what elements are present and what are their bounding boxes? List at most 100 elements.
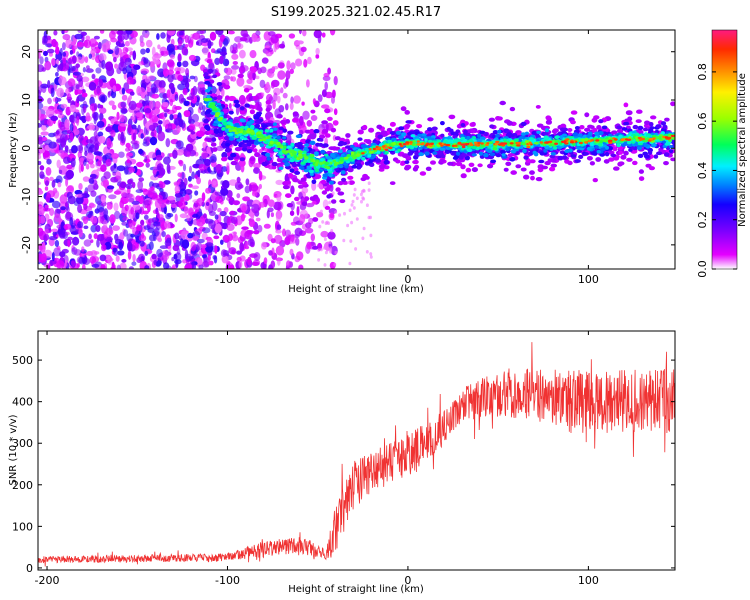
spectral-blob (75, 63, 80, 68)
ridge-cell (584, 112, 590, 118)
spectral-blob (38, 64, 45, 73)
ridge-cell (398, 126, 405, 131)
spectral-blob (250, 66, 257, 74)
spectral-blob (59, 62, 64, 71)
ridge-cell (520, 167, 527, 172)
spectral-blob (306, 79, 310, 88)
spectral-blob (174, 213, 178, 223)
ridge-cell (329, 180, 334, 185)
spectral-blob (99, 104, 104, 109)
ridge-cell (472, 136, 477, 140)
spectral-blob (100, 180, 109, 187)
spectral-blob (97, 159, 102, 167)
ridge-cell (292, 177, 299, 183)
spectral-blob (220, 166, 228, 172)
ridge-cell (439, 147, 446, 151)
spectral-blob (165, 200, 171, 205)
spectral-blob (315, 54, 320, 59)
spectral-blob (241, 226, 249, 230)
spectral-blob (293, 95, 301, 104)
spectral-blob (110, 30, 118, 35)
ridge-cell (617, 161, 623, 167)
ridge-cell (508, 133, 515, 138)
spectral-blob (205, 202, 210, 206)
spectral-blob (273, 201, 282, 211)
spectral-blob (149, 241, 154, 251)
ridge-cell (462, 153, 468, 158)
ridge-cell (520, 121, 527, 127)
spectral-blob (73, 249, 82, 256)
ridge-cell (241, 143, 248, 149)
figure-title: S199.2025.321.02.45.R17 (271, 5, 441, 20)
spectral-blob (285, 70, 291, 80)
spectral-blob (231, 53, 239, 60)
ridge-cell (460, 123, 466, 127)
ridge-cell (637, 153, 644, 158)
spectral-blob (221, 88, 225, 97)
spectral-blob (298, 30, 302, 35)
spectral-blob (277, 62, 285, 69)
ridge-cell (543, 148, 548, 153)
spectral-blob (327, 116, 333, 121)
spectral-blob (99, 254, 107, 262)
spectral-blob (183, 206, 189, 215)
spectral-blob (57, 182, 62, 188)
spectral-blob (74, 89, 79, 96)
ridge-cell (522, 148, 527, 153)
spectral-blob (277, 95, 281, 104)
spectral-blob (73, 45, 78, 50)
spectral-blob (301, 101, 305, 106)
ridge-cell (304, 196, 310, 202)
spectral-blob (296, 251, 304, 261)
spectral-blob (77, 221, 84, 229)
spectral-blob (167, 195, 176, 201)
ridge-cell (572, 132, 579, 137)
spectral-blob (110, 37, 117, 43)
ridge-cell (322, 128, 329, 134)
spectral-blob (196, 130, 205, 138)
spectral-blob (176, 61, 182, 68)
spectral-blob (155, 154, 163, 161)
ridge-cell (499, 100, 507, 106)
spectral-blob (92, 216, 98, 224)
ridge-cell (304, 143, 310, 147)
spectral-blob (94, 143, 99, 151)
spectral-blob (164, 220, 171, 229)
ridge-cell (543, 131, 549, 136)
spectral-blob (222, 58, 230, 67)
spectral-blob (42, 241, 46, 250)
spectral-blob (114, 233, 119, 241)
ridge-cell (643, 143, 649, 148)
spectral-blob (290, 185, 295, 195)
spectral-blob (46, 158, 52, 165)
ridge-cell (515, 164, 522, 169)
ridge-cell (455, 161, 463, 167)
spectral-blob (275, 229, 282, 234)
ridge-cell (532, 150, 537, 155)
spectral-blob (62, 42, 66, 51)
spectral-blob (302, 110, 310, 120)
spectral-blob (149, 136, 158, 146)
ridge-cell (550, 152, 556, 156)
ridge-cell (265, 107, 271, 112)
ridge-cell (598, 119, 604, 124)
ridge-cell (509, 106, 516, 112)
ridge-cell (589, 161, 596, 166)
ridge-cell (376, 124, 383, 130)
spectral-blob (240, 152, 245, 158)
spectral-blob (213, 235, 220, 240)
spectral-blob (39, 165, 45, 171)
ridge-cell (561, 133, 568, 137)
spectral-blob (201, 260, 210, 268)
spectral-blob (296, 40, 304, 45)
spectral-blob (88, 233, 92, 240)
spectral-blob (258, 149, 263, 154)
spectral-blob (139, 41, 145, 48)
spectral-blob (110, 90, 117, 99)
spectral-blob (191, 185, 200, 190)
ridge-cell (207, 68, 214, 74)
ridge-cell (591, 117, 598, 123)
spectral-blob (43, 50, 48, 57)
spectral-blob (144, 94, 150, 102)
ridge-cell (404, 123, 411, 128)
